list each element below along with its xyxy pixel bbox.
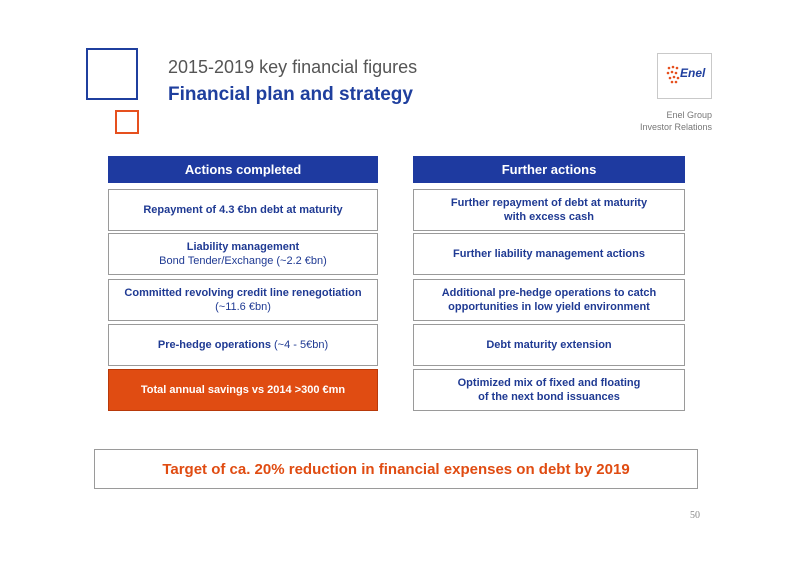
right-item-optimized-mix: Optimized mix of fixed and floating of t… xyxy=(413,369,685,411)
left-item-line1: Repayment of 4.3 €bn debt at maturity xyxy=(143,204,343,216)
actions-completed-header: Actions completed xyxy=(108,156,378,183)
target-statement: Target of ca. 20% reduction in financial… xyxy=(94,449,698,489)
left-item-pre-hedge: Pre-hedge operations (~4 - 5€bn) xyxy=(108,324,378,366)
ir-department: Investor Relations xyxy=(639,122,712,132)
page-subtitle: 2015-2019 key financial figures xyxy=(168,57,418,77)
left-item-line2: (~11.6 €bn) xyxy=(215,301,271,313)
enel-logo: Enel xyxy=(657,53,712,99)
right-item-line2: with excess cash xyxy=(504,211,594,223)
left-item-liability-management: Liability management Bond Tender/Exchang… xyxy=(108,233,378,275)
enel-logo-mark-icon xyxy=(666,65,680,84)
enel-logo-text: Enel xyxy=(680,66,706,80)
right-item-line1: Additional pre-hedge operations to catch xyxy=(441,287,657,299)
left-item-line2: Bond Tender/Exchange (~2.2 €bn) xyxy=(159,255,327,267)
left-item-credit-line: Committed revolving credit line renegoti… xyxy=(108,279,378,321)
left-item-debt-repayment: Repayment of 4.3 €bn debt at maturity xyxy=(108,189,378,231)
right-item-line1: Further liability management actions xyxy=(453,248,645,260)
right-item-line1: Further repayment of debt at maturity xyxy=(450,197,648,209)
decorative-square-orange xyxy=(115,110,139,134)
further-actions-header: Further actions xyxy=(413,156,685,183)
left-item-line1: Liability management xyxy=(186,241,300,253)
right-item-line2: opportunities in low yield environment xyxy=(448,301,650,313)
right-item-further-repayment: Further repayment of debt at maturity wi… xyxy=(413,189,685,231)
left-item-line2: (~4 - 5€bn) xyxy=(270,339,329,351)
right-item-pre-hedge: Additional pre-hedge operations to catch… xyxy=(413,279,685,321)
page-title: Financial plan and strategy xyxy=(168,84,413,105)
right-item-line1: Optimized mix of fixed and floating xyxy=(457,377,641,389)
left-item-line1: Total annual savings vs 2014 >300 €mn xyxy=(140,384,346,396)
left-item-line1: Pre-hedge operations xyxy=(157,339,271,351)
left-item-total-savings: Total annual savings vs 2014 >300 €mn xyxy=(108,369,378,411)
decorative-square-blue xyxy=(86,48,138,100)
ir-company: Enel Group xyxy=(666,110,712,120)
right-item-line1: Debt maturity extension xyxy=(486,339,612,351)
page-number: 50 xyxy=(690,510,700,521)
left-item-line1: Committed revolving credit line renegoti… xyxy=(124,287,362,299)
right-item-maturity-extension: Debt maturity extension xyxy=(413,324,685,366)
right-item-liability-actions: Further liability management actions xyxy=(413,233,685,275)
right-item-line2: of the next bond issuances xyxy=(478,391,620,403)
